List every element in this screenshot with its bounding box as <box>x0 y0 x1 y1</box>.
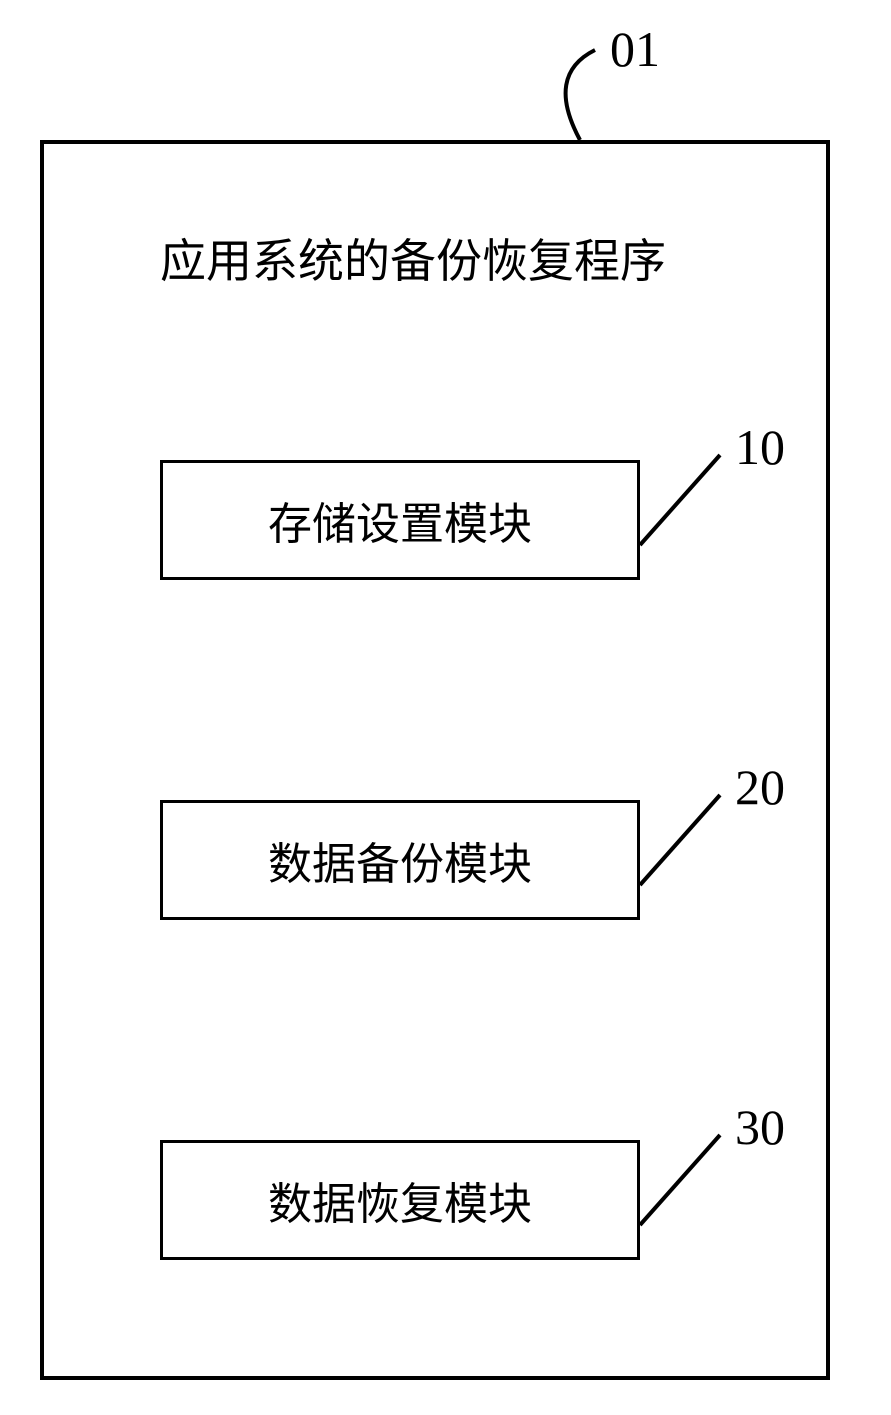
leader-path <box>640 1135 720 1225</box>
diagram-canvas: 应用系统的备份恢复程序 存储设置模块 数据备份模块 数据恢复模块 01 10 2… <box>0 0 891 1415</box>
leader-30 <box>0 0 891 1415</box>
